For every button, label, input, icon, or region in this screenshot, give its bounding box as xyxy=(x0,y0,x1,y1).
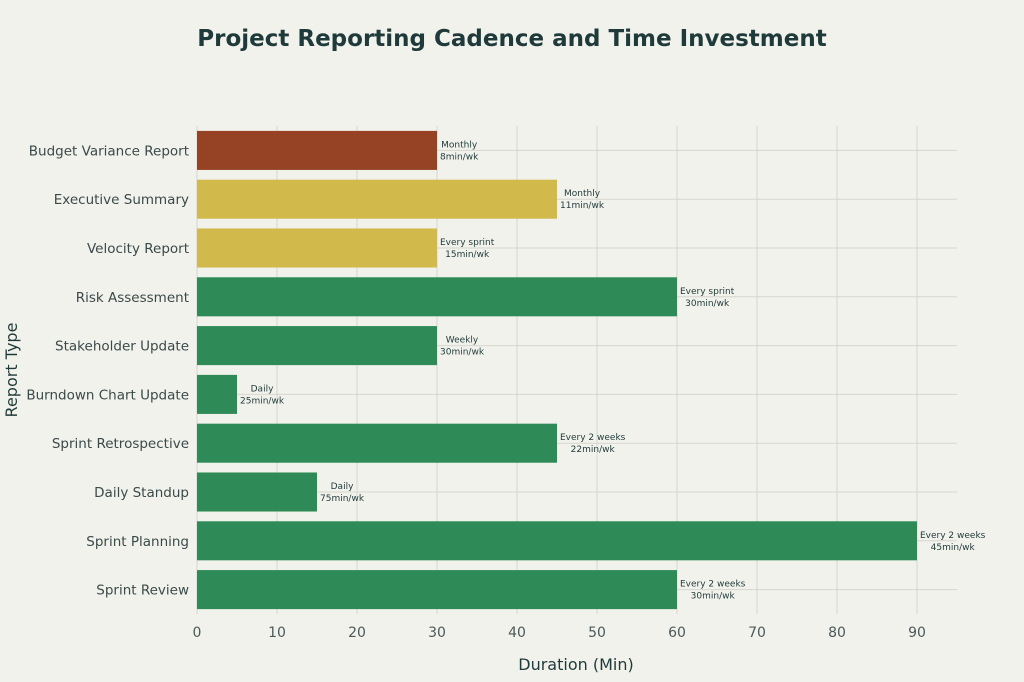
category-label: Stakeholder Update xyxy=(55,339,189,355)
bar-weekly-time-label: 15min/wk xyxy=(445,250,490,260)
bar-weekly-time-label: 22min/wk xyxy=(571,445,616,455)
bar-weekly-time-label: 30min/wk xyxy=(685,299,730,309)
x-tick-label: 0 xyxy=(193,625,202,641)
x-tick-label: 70 xyxy=(748,625,766,641)
bar xyxy=(197,374,237,414)
category-label: Daily Standup xyxy=(94,485,189,501)
bar xyxy=(197,423,557,463)
bar-label: Every 2 weeks 30min/wk xyxy=(680,580,746,602)
bar xyxy=(197,277,677,317)
x-tick-label: 40 xyxy=(508,625,526,641)
bar-label: Daily 25min/wk xyxy=(240,384,285,406)
bar-weekly-time-label: 45min/wk xyxy=(931,543,976,553)
bar-label: Daily 75min/wk xyxy=(320,482,365,504)
bar-labels: Monthly 8min/wk Monthly 11min/wk Every sprin… xyxy=(240,140,986,601)
bar-frequency-label: Monthly xyxy=(564,189,601,199)
bar-frequency-label: Every sprint xyxy=(680,287,735,297)
category-label: Budget Variance Report xyxy=(29,143,189,159)
category-label: Sprint Planning xyxy=(86,534,189,550)
bar xyxy=(197,228,437,268)
bar-frequency-label: Every 2 weeks xyxy=(920,531,986,541)
bar-label: Monthly 8min/wk xyxy=(440,140,479,162)
x-tick-labels: 0 10 20 30 40 50 60 70 80 90 xyxy=(193,625,926,641)
bar-frequency-label: Weekly xyxy=(446,336,479,346)
bar-frequency-label: Daily xyxy=(331,482,354,492)
category-label: Risk Assessment xyxy=(76,290,189,306)
x-tick-label: 80 xyxy=(828,625,846,641)
bar-frequency-label: Every 2 weeks xyxy=(560,433,626,443)
x-tick-label: 90 xyxy=(908,625,926,641)
x-tick-label: 10 xyxy=(268,625,286,641)
bar xyxy=(197,130,437,170)
bar-frequency-label: Every sprint xyxy=(440,238,495,248)
bar-frequency-label: Every 2 weeks xyxy=(680,580,746,590)
bar-weekly-time-label: 25min/wk xyxy=(240,396,285,406)
bar-label: Every 2 weeks 45min/wk xyxy=(920,531,986,553)
bar-label: Every 2 weeks 22min/wk xyxy=(560,433,626,455)
x-tick-label: 20 xyxy=(348,625,366,641)
bar xyxy=(197,521,917,561)
bar xyxy=(197,179,557,219)
category-label: Burndown Chart Update xyxy=(26,387,189,403)
bar-label: Every sprint 30min/wk xyxy=(680,287,735,309)
bar xyxy=(197,570,677,610)
x-tick-label: 50 xyxy=(588,625,606,641)
bar-weekly-time-label: 11min/wk xyxy=(560,201,605,211)
bar-label: Monthly 11min/wk xyxy=(560,189,605,211)
category-label: Sprint Retrospective xyxy=(52,436,189,452)
category-label: Sprint Review xyxy=(96,583,189,599)
bar-weekly-time-label: 30min/wk xyxy=(691,592,736,602)
bar-label: Every sprint 15min/wk xyxy=(440,238,495,260)
bar-frequency-label: Monthly xyxy=(441,140,478,150)
category-label: Velocity Report xyxy=(87,241,189,257)
category-labels: Budget Variance Report Executive Summary V… xyxy=(26,143,189,598)
y-axis-title: Report Type xyxy=(2,323,21,418)
bar-weekly-time-label: 30min/wk xyxy=(440,348,485,358)
x-tick-label: 30 xyxy=(428,625,446,641)
x-axis-title: Duration (Min) xyxy=(518,655,633,674)
bars xyxy=(197,130,917,610)
bar xyxy=(197,326,437,366)
bar-weekly-time-label: 8min/wk xyxy=(440,152,479,162)
bar-weekly-time-label: 75min/wk xyxy=(320,494,365,504)
bar-frequency-label: Daily xyxy=(251,384,274,394)
bar xyxy=(197,472,317,512)
bar-label: Weekly 30min/wk xyxy=(440,336,485,358)
x-tick-label: 60 xyxy=(668,625,686,641)
category-label: Executive Summary xyxy=(54,192,189,208)
chart-title: Project Reporting Cadence and Time Inves… xyxy=(197,26,827,52)
